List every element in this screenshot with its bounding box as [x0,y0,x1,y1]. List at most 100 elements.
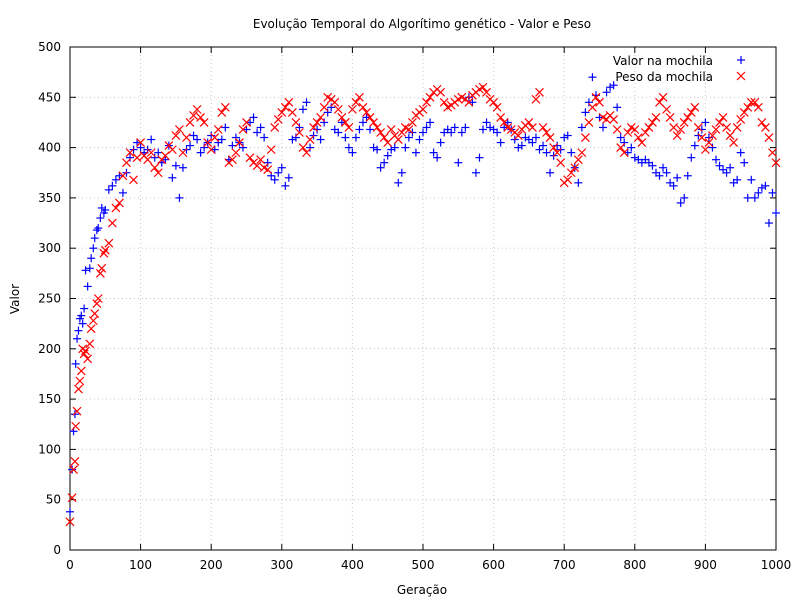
data-point-peso [439,97,449,107]
data-point-valor [73,334,82,343]
data-point-valor [85,264,94,273]
data-point-valor [457,128,466,137]
data-point-valor [94,224,103,233]
data-point-peso [160,151,170,161]
data-point-valor [78,319,87,328]
data-point-peso [118,171,128,181]
data-point-valor [260,133,269,142]
data-point-peso [644,123,654,132]
data-point-peso [651,112,661,122]
data-point-valor [468,98,477,107]
data-point-valor [263,158,272,167]
data-point-valor [581,108,590,117]
data-point-peso [732,123,742,132]
data-point-valor [479,125,488,134]
data-point-valor [351,133,360,142]
data-point-peso [213,125,223,134]
x-tick-label: 100 [129,558,152,572]
data-point-valor [620,138,629,147]
data-point-peso [270,123,280,132]
y-tick-label: 0 [53,543,61,557]
data-point-peso [309,123,318,132]
data-point-peso [492,102,502,112]
grid-layer [70,47,776,550]
x-tick-label: 500 [412,558,435,572]
data-point-peso [252,161,262,171]
data-point-peso [496,112,506,122]
y-tick-label: 250 [38,292,61,306]
data-point-valor [108,181,117,190]
data-point-valor [298,105,307,114]
data-point-peso [99,248,109,258]
data-point-valor [70,410,79,419]
data-point-valor [277,163,286,172]
data-point-peso [524,118,534,127]
data-point-valor [500,123,509,132]
data-point-valor [92,226,101,235]
data-point-valor [768,188,777,197]
data-point-peso [182,133,191,142]
data-point-valor [200,143,209,152]
data-point-valor [588,73,597,82]
data-point-valor [344,143,353,152]
data-point-peso [330,97,340,107]
data-point-valor [521,133,530,142]
data-point-valor [90,234,99,243]
data-point-peso [704,138,714,147]
data-point-valor [447,128,456,137]
data-point-valor [397,168,406,177]
data-point-peso [478,82,488,92]
y-tick-label: 150 [38,392,61,406]
data-point-valor [747,175,756,184]
data-point-peso [672,131,682,140]
series-layer [65,73,781,527]
data-point-valor [733,175,742,184]
data-point-valor [433,153,442,162]
data-point-valor [577,123,586,132]
data-point-peso [235,138,244,147]
data-point-valor [288,135,297,144]
data-point-peso [753,102,763,112]
data-point-peso [76,366,86,376]
data-point-valor [676,198,685,207]
data-point-peso [231,148,241,158]
data-point-peso [340,118,350,127]
data-point-valor [327,103,336,112]
data-point-peso [291,118,301,127]
data-point-valor [111,175,120,184]
data-point-valor [690,141,699,150]
data-point-valor [242,125,251,134]
data-point-valor [383,151,392,160]
data-point-valor [373,145,382,154]
y-tick-label: 50 [46,493,61,507]
data-point-valor [542,148,551,157]
data-point-valor [708,143,717,152]
data-point-valor [284,173,293,182]
data-point-valor [150,153,159,162]
data-point-peso [287,107,297,117]
data-point-peso [372,123,382,132]
data-point-valor [493,128,502,137]
data-point-valor [80,304,89,313]
data-point-valor [196,148,205,157]
data-point-peso [679,118,689,127]
data-point-valor [496,138,505,147]
data-point-peso [245,153,255,163]
data-point-peso [295,128,304,137]
data-point-valor [291,133,300,142]
data-point-peso [351,97,361,107]
data-point-peso [693,123,703,132]
data-point-peso [114,198,124,208]
data-point-peso [739,107,749,117]
data-point-peso [768,148,777,158]
data-point-peso [199,118,209,127]
data-point-peso [542,128,551,137]
data-point-peso [464,97,474,107]
data-point-peso [655,97,664,107]
data-point-valor [450,123,459,132]
data-point-peso [273,115,283,124]
data-point-peso [549,143,559,153]
data-point-valor [97,203,106,212]
y-tick-label: 100 [38,442,61,456]
data-point-valor [528,138,537,147]
